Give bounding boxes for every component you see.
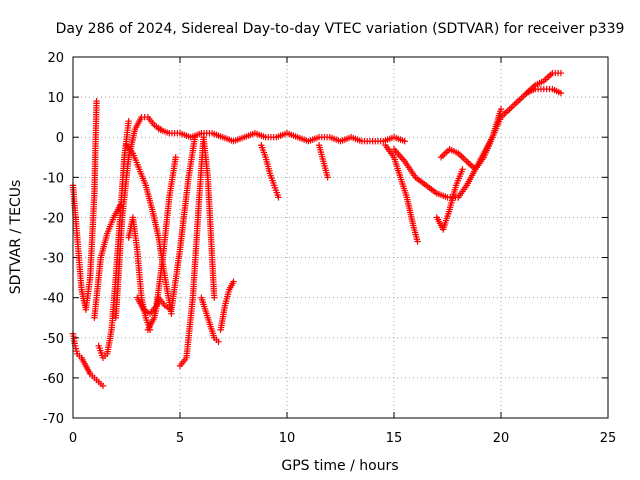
data-point bbox=[459, 166, 466, 173]
series-arc-o bbox=[315, 142, 331, 181]
series-arc-r bbox=[433, 166, 466, 233]
series-arc-q bbox=[390, 146, 462, 201]
data-point bbox=[414, 238, 421, 245]
series-arc-m bbox=[155, 126, 408, 145]
data-point bbox=[275, 194, 282, 201]
data-point bbox=[401, 138, 408, 145]
data-point bbox=[99, 382, 107, 390]
series-arc-a bbox=[69, 97, 100, 313]
y-tick-label: -10 bbox=[43, 171, 64, 186]
y-tick-label: -20 bbox=[43, 211, 64, 226]
x-tick-label: 20 bbox=[493, 431, 510, 446]
series-arc-j bbox=[176, 134, 218, 370]
data-point bbox=[497, 105, 505, 113]
series-arc-k bbox=[198, 294, 222, 345]
plot-frame bbox=[72, 56, 609, 419]
series-arc-e bbox=[112, 113, 164, 321]
series-arc-p bbox=[382, 142, 421, 245]
data-points bbox=[69, 69, 565, 390]
series-arc-u bbox=[523, 85, 565, 97]
data-point bbox=[172, 154, 179, 161]
series-arc-n bbox=[258, 142, 282, 201]
axis-ticks: 0 5 10 15 20 25 20 10 0 -10 -20 -30 -40 -50 -60 -70 bbox=[43, 51, 617, 446]
data-point bbox=[324, 174, 331, 181]
x-tick-label: 25 bbox=[600, 431, 617, 446]
chart-title: Day 286 of 2024, Sidereal Day-to-day VTE… bbox=[56, 21, 625, 37]
grid bbox=[73, 57, 608, 418]
y-tick-label: 0 bbox=[56, 131, 64, 146]
data-point bbox=[557, 69, 565, 77]
y-tick-label: -60 bbox=[43, 372, 64, 387]
series-arc-l bbox=[217, 278, 237, 333]
series-arc-t bbox=[455, 69, 565, 201]
data-point bbox=[230, 278, 237, 285]
y-tick-label: 20 bbox=[47, 51, 64, 66]
y-tick-label: -40 bbox=[43, 292, 64, 307]
y-tick-label: -50 bbox=[43, 332, 64, 347]
series-arc-c bbox=[95, 117, 132, 362]
data-point bbox=[215, 338, 222, 345]
y-tick-label: -70 bbox=[43, 412, 64, 427]
data-point bbox=[211, 294, 218, 301]
x-tick-label: 15 bbox=[386, 431, 403, 446]
series-arc-d bbox=[91, 202, 124, 321]
data-point bbox=[116, 202, 124, 209]
data-point bbox=[557, 89, 565, 97]
y-tick-label: 10 bbox=[47, 91, 64, 106]
series-arc-i bbox=[144, 134, 199, 333]
x-tick-label: 5 bbox=[176, 431, 184, 446]
y-axis-label: SDTVAR / TECUs bbox=[8, 180, 24, 295]
series-arc-f bbox=[125, 214, 154, 333]
x-tick-label: 0 bbox=[69, 431, 77, 446]
data-point bbox=[93, 97, 100, 105]
y-tick-label: -30 bbox=[43, 252, 64, 267]
x-axis-label: GPS time / hours bbox=[281, 458, 398, 474]
data-point bbox=[125, 117, 132, 125]
series-arc-b bbox=[69, 330, 107, 390]
x-tick-label: 10 bbox=[279, 431, 296, 446]
